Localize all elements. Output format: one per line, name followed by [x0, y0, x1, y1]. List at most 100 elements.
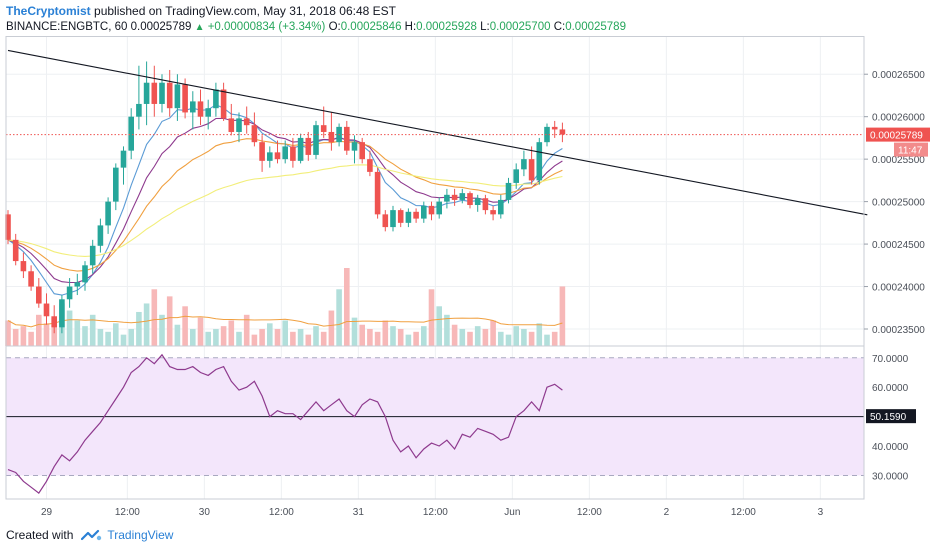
- volume-bar: [374, 331, 381, 346]
- candle-body: [498, 199, 504, 215]
- price-tick-label: 0.00025500: [872, 155, 925, 166]
- candle-body: [182, 84, 188, 113]
- candle-body: [328, 131, 335, 143]
- candle-body: [236, 118, 242, 132]
- candle-body: [12, 239, 19, 262]
- time-axis[interactable]: 29 12:00 30 12:00 31 12:00 Jun 12:00 2 12:00 3: [6, 498, 864, 518]
- open-value: 0.00025846: [340, 21, 402, 33]
- candle-body: [397, 210, 404, 223]
- volume-bar: [436, 306, 442, 346]
- volume-bar: [220, 326, 227, 346]
- time-tick-label: 2: [664, 507, 670, 518]
- candle-body: [5, 214, 11, 240]
- candle-body: [166, 82, 173, 109]
- candle-body: [482, 198, 489, 211]
- time-tick-label: 12:00: [423, 507, 448, 518]
- candle-body: [505, 182, 512, 200]
- candle-body: [28, 271, 34, 287]
- volume-bar: [97, 328, 104, 346]
- volume-bar: [513, 326, 519, 346]
- candle-body: [51, 316, 57, 328]
- volume-bar: [282, 320, 288, 346]
- volume-bar: [551, 331, 558, 346]
- volume-bar: [136, 311, 142, 346]
- volume-bar: [228, 320, 235, 346]
- chart-header: TheCryptomist published on TradingView.c…: [6, 2, 926, 36]
- rsi-axis: 70.0000 60.0000 40.0000 30.0000 50.1590: [866, 354, 916, 482]
- candle-body: [405, 211, 412, 223]
- open-label: O:: [328, 21, 341, 33]
- volume-bar: [159, 314, 165, 346]
- volume-bar: [190, 328, 196, 346]
- price-chart[interactable]: 0.00026500 0.00026000 0.00025500 0.00025000…: [0, 36, 932, 524]
- volume-bar: [297, 328, 304, 346]
- candle-body: [143, 82, 150, 104]
- candle-body: [444, 194, 450, 202]
- rsi-line: [7, 353, 563, 494]
- candle-body: [313, 125, 319, 155]
- candle-body: [290, 146, 296, 161]
- volume-bar: [166, 296, 173, 346]
- close-value: 0.00025789: [565, 21, 626, 33]
- candle-body: [174, 84, 181, 109]
- price-tick-label: 0.00024000: [872, 283, 925, 294]
- candle-body: [382, 214, 389, 228]
- volume-bar: [251, 334, 258, 346]
- volume-bar: [28, 331, 34, 346]
- candle-body: [467, 193, 473, 206]
- close-label: C:: [553, 21, 566, 33]
- candle-body: [251, 125, 258, 143]
- candle-body: [551, 126, 558, 130]
- ohlc-line: BINANCE:ENGBTC, 60 0.00025789 ▲ +0.00000…: [6, 20, 626, 35]
- price-tick-label: 0.00026500: [872, 70, 925, 81]
- candle-body: [297, 137, 304, 161]
- tradingview-link[interactable]: TradingView: [107, 528, 174, 542]
- price-axis[interactable]: 0.00026500 0.00026000 0.00025500 0.00025000…: [864, 70, 930, 336]
- volume-bar: [66, 310, 73, 346]
- candlesticks[interactable]: [5, 61, 566, 334]
- candle-body: [513, 169, 519, 183]
- volume-bar: [305, 334, 312, 346]
- candle-body: [66, 286, 73, 300]
- published-text: published on TradingView.com, May 31, 20…: [94, 4, 396, 18]
- volume-bar: [274, 328, 281, 346]
- volume-bar: [243, 314, 250, 346]
- candle-body: [367, 159, 373, 172]
- volume-bar: [259, 328, 265, 346]
- rsi-tick-label: 40.0000: [872, 442, 909, 453]
- candle-body: [421, 205, 427, 219]
- volume-bar: [313, 326, 319, 346]
- volume-bar: [505, 334, 512, 346]
- volume-bar: [382, 320, 389, 346]
- rsi-series-line: [7, 353, 563, 494]
- candle-body: [213, 89, 219, 109]
- price-tick-label: 0.00025000: [872, 198, 925, 209]
- rsi-band: [6, 357, 864, 476]
- volume-bar: [474, 326, 481, 346]
- candle-body: [105, 201, 111, 226]
- volume-bar: [89, 314, 96, 346]
- volume-bar: [143, 303, 150, 346]
- time-tick-label: 3: [818, 507, 824, 518]
- volume-bar: [12, 328, 19, 346]
- trendline[interactable]: [6, 49, 868, 216]
- candle-body: [89, 245, 96, 266]
- volume-bar: [267, 323, 273, 346]
- candle-body: [205, 108, 211, 117]
- rsi-tick-label: 70.0000: [872, 354, 909, 365]
- candle-body: [344, 126, 350, 151]
- rsi-tick-label: 30.0000: [872, 471, 909, 482]
- volume-bar: [444, 314, 450, 346]
- candle-body: [120, 150, 127, 168]
- symbol-label: BINANCE:ENGBTC, 60: [6, 21, 128, 33]
- volume-bar: [5, 320, 11, 346]
- volume-bar: [498, 331, 504, 346]
- volume-bar: [490, 320, 496, 346]
- time-tick-label: 12:00: [731, 507, 756, 518]
- ema-50-line: [7, 164, 563, 257]
- price-tick-label: 0.00026000: [872, 113, 925, 124]
- candle-body: [59, 299, 65, 328]
- candle-body: [259, 142, 265, 161]
- volume-bar: [43, 323, 50, 346]
- author-link[interactable]: TheCryptomist: [6, 4, 91, 18]
